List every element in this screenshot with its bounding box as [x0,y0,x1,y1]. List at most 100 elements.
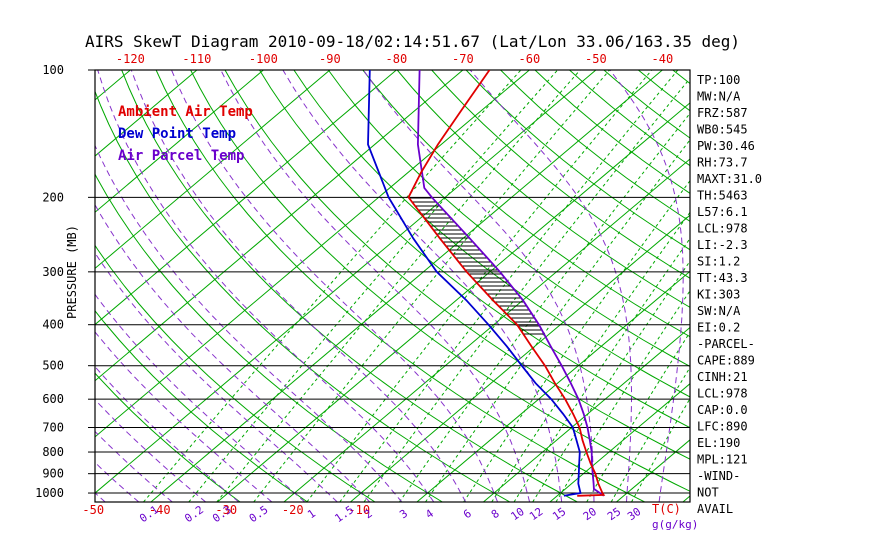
moist-adiabat-line [130,70,467,502]
dry-adiabat-line [95,372,241,502]
mixing-ratio-line [425,139,690,502]
stat-line: CAPE:889 [697,354,755,368]
isotherm-line [95,70,597,494]
isotherm-line [549,383,690,502]
mixing-ratio-tick-label: 30 [625,505,643,523]
stats-panel: TP:100 MW:N/A FRZ:587 WB0:545 PW:30.46 RH:73.… [697,73,762,516]
stat-line: CAP:0.0 [697,403,748,417]
top-temp-tick-label: -120 [116,52,145,66]
moist-adiabat-line [95,144,403,502]
moist-adiabat-line [95,203,371,502]
moist-adiabat-line [0,70,38,502]
isotherm-line [150,70,663,502]
bottom-temp-tick-label: -10 [348,503,370,517]
mixing-ratio-tick-label: 15 [550,505,568,523]
temp-unit-label: T(C) [652,502,681,516]
pressure-tick-label: 1000 [35,486,64,500]
isotherm-line [0,70,64,502]
moist-adiabat-line [609,70,684,502]
cape-hatch-layer [409,197,545,335]
mixing-ratio-line [631,397,690,502]
pressure-tick-label: 500 [42,359,64,373]
isotherm-line [416,270,690,502]
stat-line: -PARCEL- [697,337,755,351]
dry-adiabat-line [95,173,443,502]
legend: Ambient Air Temp Dew Point Temp Air Parc… [118,104,253,164]
pressure-tick-label: 300 [42,265,64,279]
isotherm-line [95,70,530,438]
curve-parcel [416,70,605,497]
dry-adiabat-line [465,70,690,251]
mixing-ratio-line [216,70,581,502]
mixing-ratio-tick-label: 6 [461,507,474,521]
mixing-unit-label: g(g/kg) [652,518,698,531]
moist-adiabat-line [95,293,306,502]
pressure-tick-label: 800 [42,445,64,459]
stat-line: TH:5463 [697,189,748,203]
curve-dewpoint [367,70,582,497]
stat-line: EI:0.2 [697,321,740,335]
mixing-ratio-line [143,70,522,502]
mixing-ratio-tick-label: 0.2 [182,503,206,525]
pressure-tick-label: 900 [42,467,64,481]
mixing-ratio-line [491,211,690,502]
legend-dew-point-temp: Dew Point Temp [118,126,236,142]
stat-line: RH:73.7 [697,156,748,170]
mixing-ratio-tick-label: 3 [397,507,410,521]
bottom-temp-tick-label: -50 [82,503,104,517]
isotherm-line [95,70,331,270]
moist-adiabat-line [95,461,140,502]
pressure-tick-label: 600 [42,392,64,406]
moist-adiabat-line [282,70,563,502]
stat-line: MPL:121 [697,453,748,467]
stat-line: WB0:545 [697,123,748,137]
stat-line: LFC:890 [697,420,748,434]
dry-adiabat-line [95,309,308,502]
isotherm-line [483,326,690,502]
mixing-ratio-tick-label: 12 [527,505,545,523]
top-temp-tick-label: -40 [652,52,674,66]
bottom-temp-tick-label: -40 [149,503,171,517]
stat-line: LI:-2.3 [697,238,748,252]
mixing-ratio-line [306,70,653,502]
bottom-temp-tick-label: -20 [282,503,304,517]
mixing-ratio-line [398,112,690,502]
moist-adiabat-line [95,331,273,502]
dry-adiabat-line [534,70,690,194]
isotherm-line [95,70,397,326]
dry-adiabat-line [362,70,690,338]
mixing-ratio-tick-label: 10 [508,505,526,523]
dry-adiabat-line [431,70,690,279]
dry-adiabat-line [95,244,376,502]
isotherm-line [217,102,690,502]
moist-adiabat-line [95,492,106,502]
stat-line: CINH:21 [697,370,748,384]
stat-line: -WIND- [697,469,740,483]
legend-air-parcel-temp: Air Parcel Temp [118,148,244,164]
chart-title: AIRS SkewT Diagram 2010-09-18/02:14:51.6… [85,32,740,51]
stat-line: MW:N/A [697,90,741,104]
legend-ambient-air-temp: Ambient Air Temp [118,104,253,120]
top-temp-tick-label: -110 [182,52,211,66]
mixing-ratio-tick-label: 20 [581,505,599,523]
mixing-ratio-line [513,237,690,502]
top-temp-tick-label: -50 [585,52,607,66]
pressure-tick-label: 100 [42,63,64,77]
pressure-lines-layer [88,69,691,503]
pressure-axis-title: PRESSURE (MB) [65,225,79,319]
isotherm-line [95,70,464,382]
pressure-tick-label: 400 [42,318,64,332]
stat-line: AVAIL [697,502,733,516]
stat-line: MAXT:31.0 [697,172,762,186]
dry-adiabat-line [259,70,690,429]
curve-temperature [407,70,606,497]
stat-line: LCL:978 [697,387,748,401]
moist-adiabat-line [95,365,240,502]
top-temp-tick-label: -80 [386,52,408,66]
plot-frame [94,69,691,503]
moist-adiabat-line [95,252,338,502]
moist-adiabat-line [0,70,72,502]
stat-line: PW:30.46 [697,139,755,153]
